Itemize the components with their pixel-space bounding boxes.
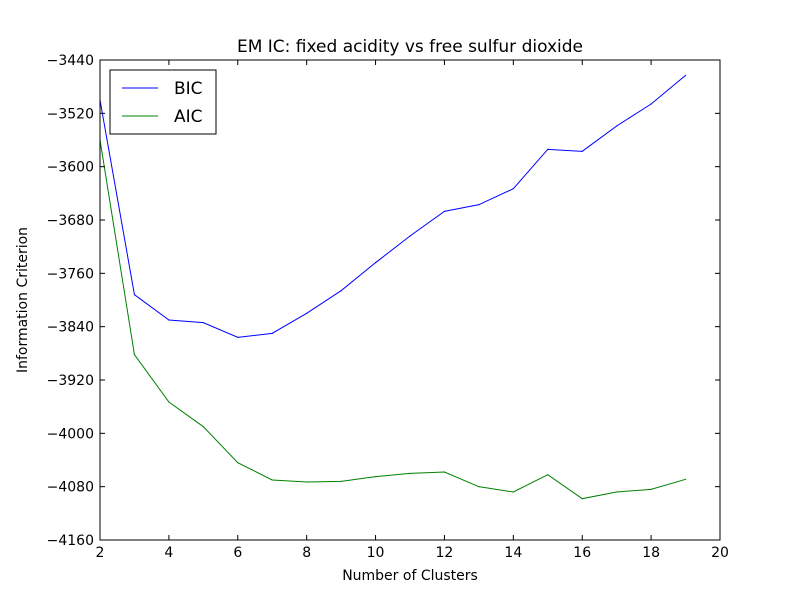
data-point-bic — [443, 210, 446, 212]
data-point-bic — [409, 235, 411, 237]
data-point-aic — [547, 474, 549, 476]
x-tick-label: 2 — [96, 545, 105, 561]
data-point-bic — [237, 336, 239, 338]
y-tick-label: −4080 — [47, 480, 94, 496]
y-tick-label: −3600 — [47, 160, 94, 176]
y-axis-label: Information Criterion — [15, 227, 31, 373]
data-point-aic — [616, 491, 618, 493]
y-tick-label: −3760 — [47, 266, 94, 282]
data-point-bic — [684, 74, 687, 76]
data-point-aic — [478, 486, 480, 488]
y-tick-label: −4000 — [47, 426, 94, 442]
data-point-bic — [616, 125, 618, 127]
data-point-bic — [168, 319, 170, 321]
x-tick-label: 20 — [711, 545, 729, 561]
y-tick-label: −4160 — [47, 533, 94, 549]
x-axis-label: Number of Clusters — [342, 568, 478, 584]
legend-label-bic: BIC — [174, 79, 203, 99]
y-tick-label: −3440 — [47, 53, 94, 69]
x-tick-label: 16 — [573, 545, 591, 561]
x-tick-label: 6 — [233, 545, 242, 561]
data-point-bic — [547, 148, 549, 150]
data-point-bic — [478, 204, 480, 206]
plot-frame — [99, 59, 721, 541]
data-point-bic — [306, 312, 308, 314]
data-point-aic — [306, 481, 308, 483]
data-point-aic — [581, 498, 583, 500]
x-tick-label: 8 — [302, 545, 311, 561]
data-point-aic — [133, 354, 136, 356]
data-point-bic — [271, 332, 273, 334]
y-axis: −3440 −3520 −3600 −3680 −3760 −3840 −3920 −4000… — [47, 53, 720, 549]
plot-area — [100, 60, 720, 540]
data-point-bic — [512, 188, 514, 190]
x-axis: 2 4 6 8 10 12 14 16 18 20 — [96, 60, 729, 561]
data-point-bic — [202, 322, 204, 324]
data-point-aic — [271, 479, 273, 481]
data-point-bic — [340, 290, 342, 292]
data-point-bic — [374, 262, 377, 264]
data-point-aic — [340, 480, 342, 482]
x-tick-label: 12 — [436, 545, 454, 561]
x-tick-label: 14 — [504, 545, 522, 561]
data-point-aic — [684, 478, 687, 480]
legend-label-aic: AIC — [174, 107, 203, 127]
chart-title: EM IC: fixed acidity vs free sulfur diox… — [237, 37, 583, 57]
data-point-aic — [409, 472, 411, 474]
series-line-bic — [99, 74, 686, 338]
y-tick-label: −3520 — [47, 106, 94, 122]
legend: BIC AIC — [109, 69, 217, 135]
data-point-aic — [374, 476, 377, 478]
data-point-aic — [512, 491, 514, 493]
data-point-aic — [443, 471, 446, 473]
data-point-bic — [581, 150, 583, 152]
data-point-aic — [650, 488, 652, 490]
data-point-bic — [133, 294, 136, 296]
y-tick-label: −3680 — [47, 213, 94, 229]
legend-box — [109, 69, 217, 135]
data-point-aic — [202, 426, 204, 428]
series-line-aic — [99, 139, 686, 500]
x-tick-label: 18 — [642, 545, 660, 561]
x-tick-label: 10 — [367, 545, 385, 561]
data-point-aic — [168, 401, 170, 403]
y-tick-label: −3840 — [47, 320, 94, 336]
y-tick-label: −3920 — [47, 373, 94, 389]
x-tick-label: 4 — [164, 545, 173, 561]
data-point-bic — [650, 103, 652, 105]
data-point-aic — [237, 462, 239, 464]
